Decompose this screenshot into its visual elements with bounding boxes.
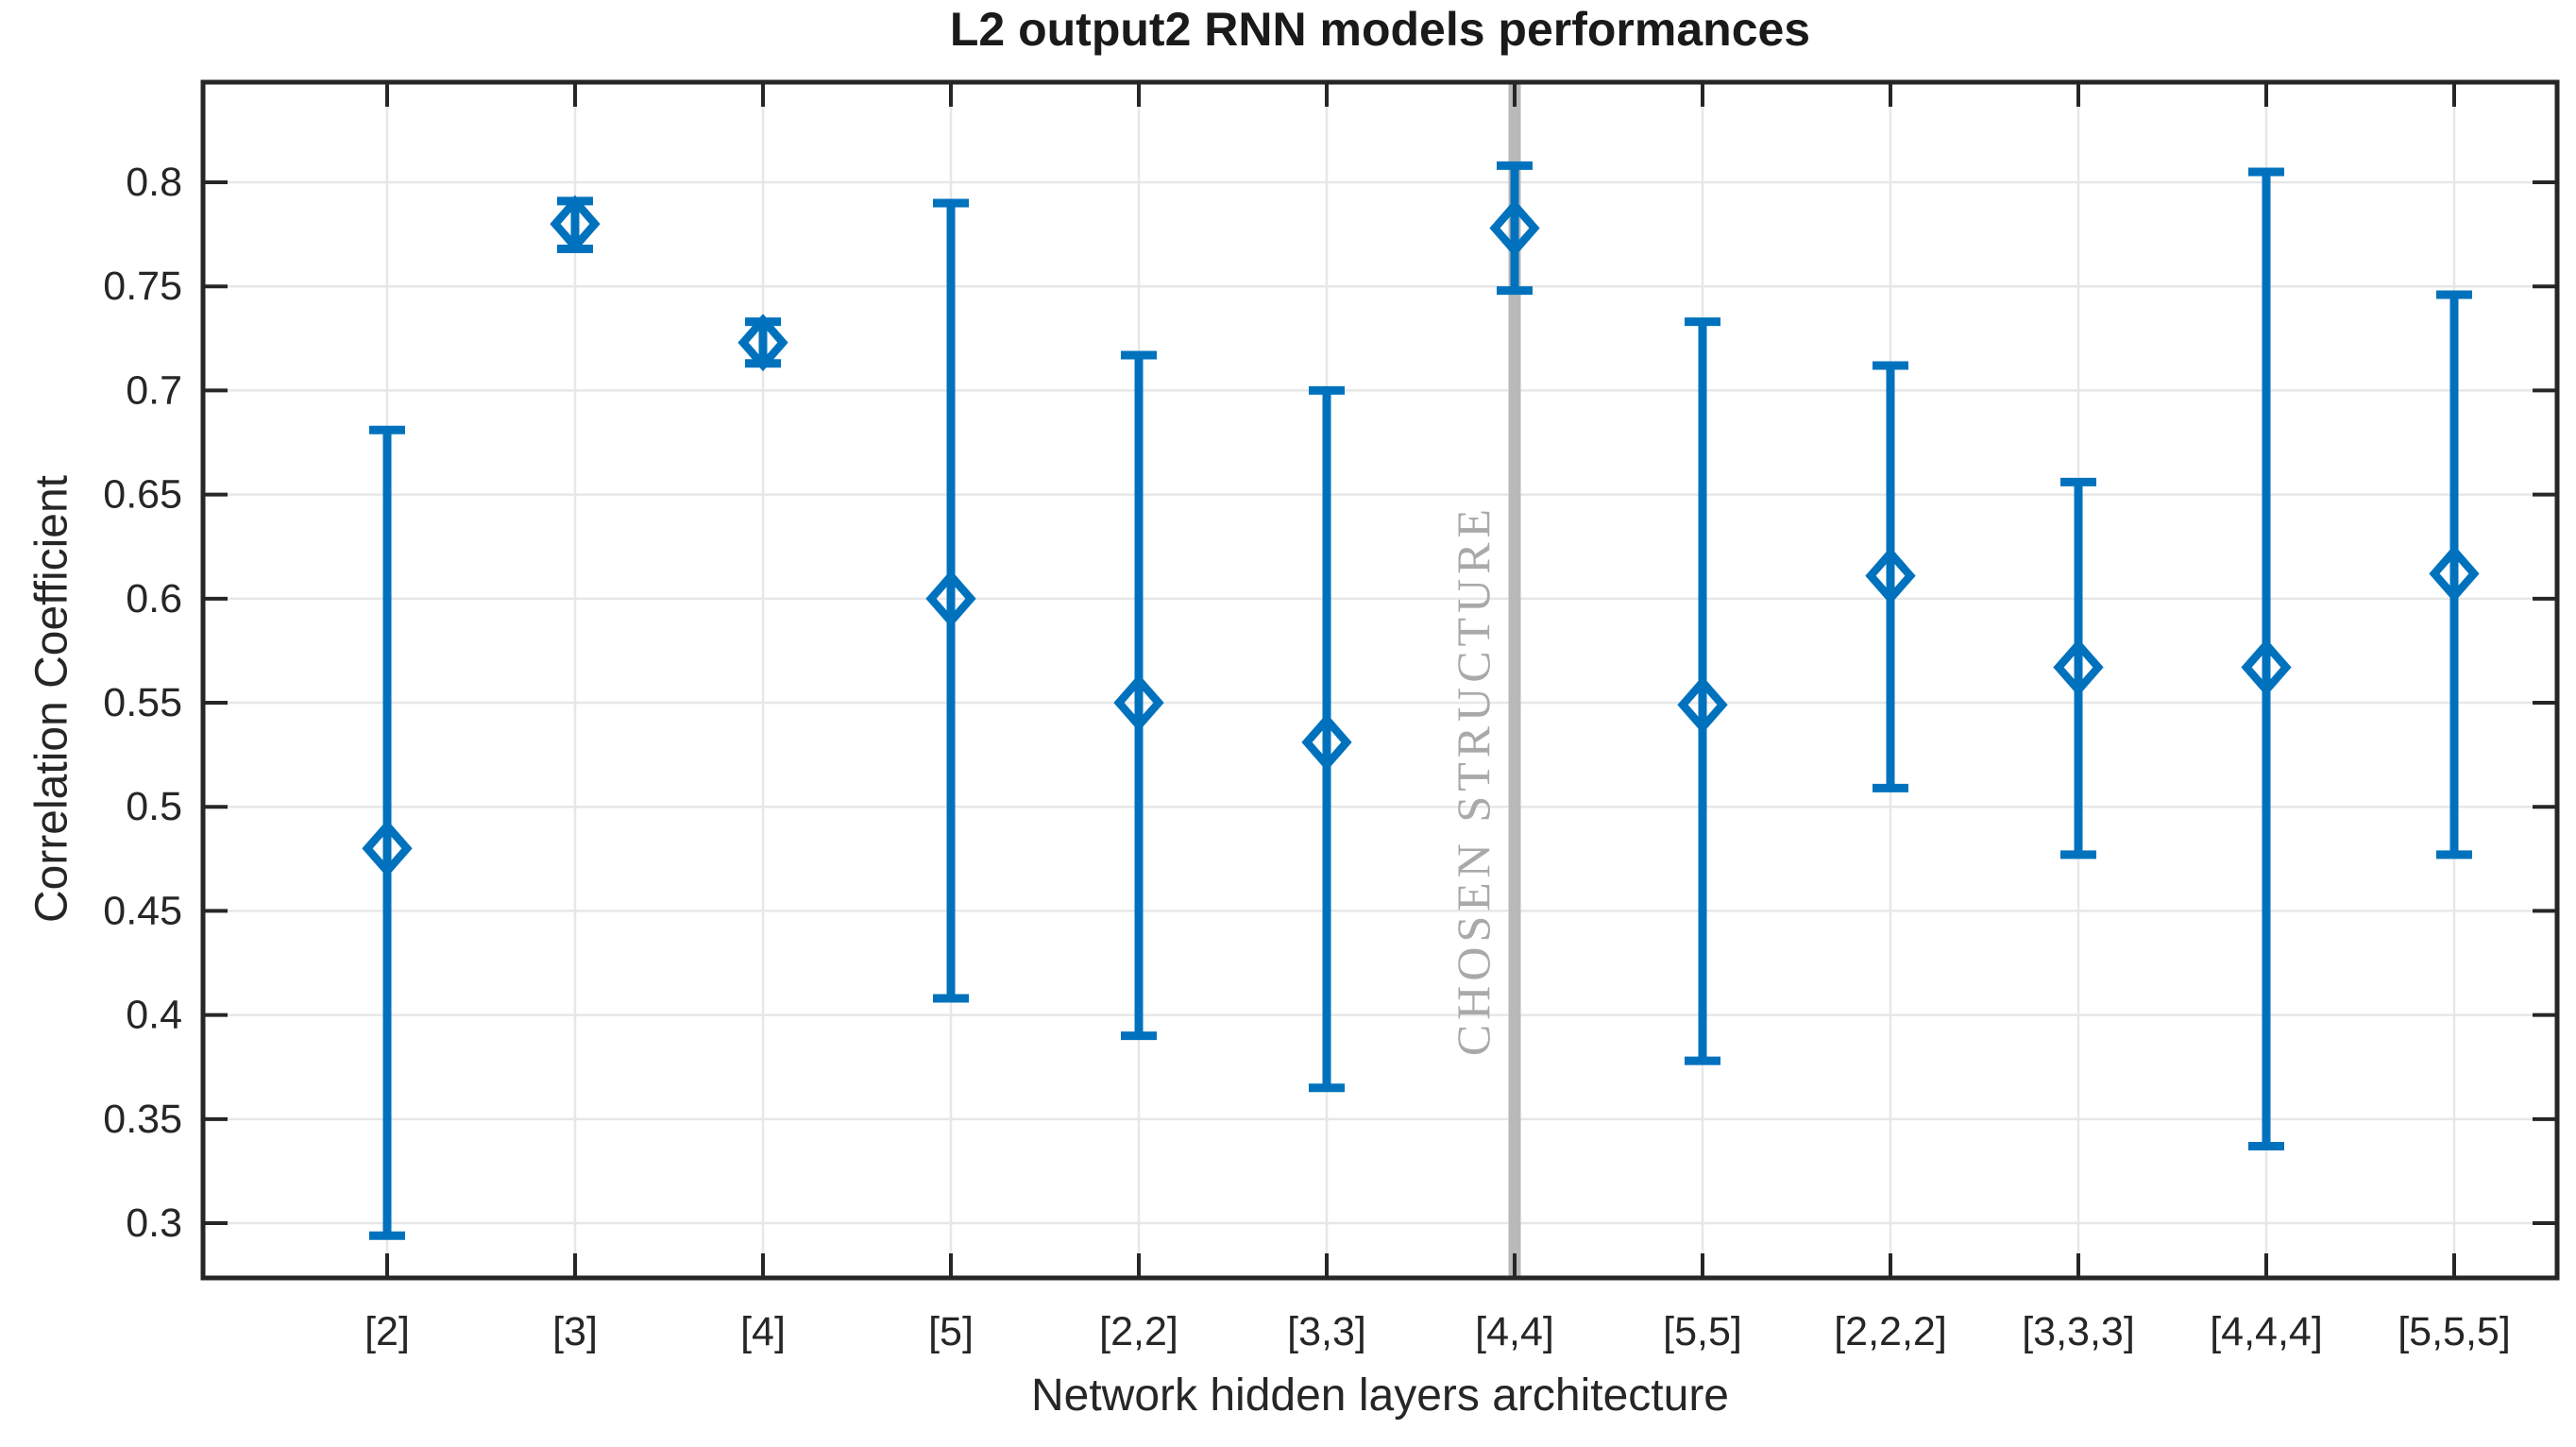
x-tick-label: [2,2,2] <box>1834 1309 1947 1354</box>
y-tick-label: 0.45 <box>103 888 182 933</box>
x-tick-label: [2,2] <box>1099 1309 1178 1354</box>
x-tick-label: [4,4] <box>1475 1309 1554 1354</box>
errorbar-[3,3,3] <box>2053 477 2104 860</box>
x-tick-label: [2] <box>364 1309 410 1354</box>
x-tick-label: [5] <box>928 1309 974 1354</box>
errorbar-[4,4] <box>1489 161 1540 296</box>
y-tick-label: 0.75 <box>103 264 182 309</box>
x-tick-label: [3,3] <box>1287 1309 1366 1354</box>
diamond-marker <box>1113 673 1164 732</box>
errorbar-[2] <box>362 425 413 1240</box>
errorbar-[5,5] <box>1677 317 1728 1065</box>
x-tick-label: [5,5] <box>1663 1309 1742 1354</box>
diamond-marker <box>925 570 976 628</box>
chosen-structure-label: CHOSEN STRUCTURE <box>1447 504 1500 1056</box>
chart-title: L2 output2 RNN models performances <box>949 3 1811 56</box>
errorbar-[5] <box>925 198 976 1003</box>
diamond-marker <box>550 195 601 253</box>
diamond-marker <box>1677 675 1728 734</box>
y-tick-label: 0.8 <box>126 160 182 205</box>
x-tick-label: [5,5,5] <box>2398 1309 2511 1354</box>
x-tick-label: [4] <box>740 1309 786 1354</box>
x-tick-label: [4,4,4] <box>2210 1309 2323 1354</box>
diamond-marker <box>2053 638 2104 697</box>
tick-marks <box>203 82 2557 1278</box>
axis-box <box>200 79 2560 1281</box>
y-tick-label: 0.3 <box>126 1200 182 1246</box>
y-tick-label: 0.5 <box>126 784 182 829</box>
errorbar-[3,3] <box>1301 385 1352 1093</box>
y-tick-label: 0.4 <box>126 993 182 1038</box>
diamond-marker <box>1489 199 1540 257</box>
diamond-marker <box>1301 713 1352 772</box>
x-tick-label: [3] <box>552 1309 598 1354</box>
diamond-marker <box>1865 547 1916 605</box>
errorbar-[2,2,2] <box>1865 361 1916 792</box>
y-tick-label: 0.6 <box>126 576 182 621</box>
x-axis-label: Network hidden layers architecture <box>1030 1370 1729 1421</box>
y-tick-label: 0.55 <box>103 680 182 725</box>
diamond-marker <box>362 819 413 877</box>
x-tick-label: [3,3,3] <box>2022 1309 2135 1354</box>
tick-labels: 0.3 0.35 0.4 0.45 0.5 0.55 0.6 0.65 0.7 0.75 0.8 [2… <box>103 160 2510 1354</box>
diamond-marker <box>2429 544 2480 603</box>
errorbar-[2,2] <box>1113 350 1164 1041</box>
errorbar-[4] <box>737 314 788 372</box>
y-tick-label: 0.35 <box>103 1097 182 1142</box>
errorbar-[3] <box>550 195 601 254</box>
errorbar-[4,4,4] <box>2241 167 2292 1150</box>
diamond-marker <box>2241 638 2292 697</box>
y-tick-label: 0.65 <box>103 472 182 518</box>
gridlines <box>203 82 2557 1278</box>
y-tick-label: 0.7 <box>126 367 182 413</box>
errorbar-[5,5,5] <box>2429 290 2480 860</box>
diamond-marker <box>737 314 788 372</box>
